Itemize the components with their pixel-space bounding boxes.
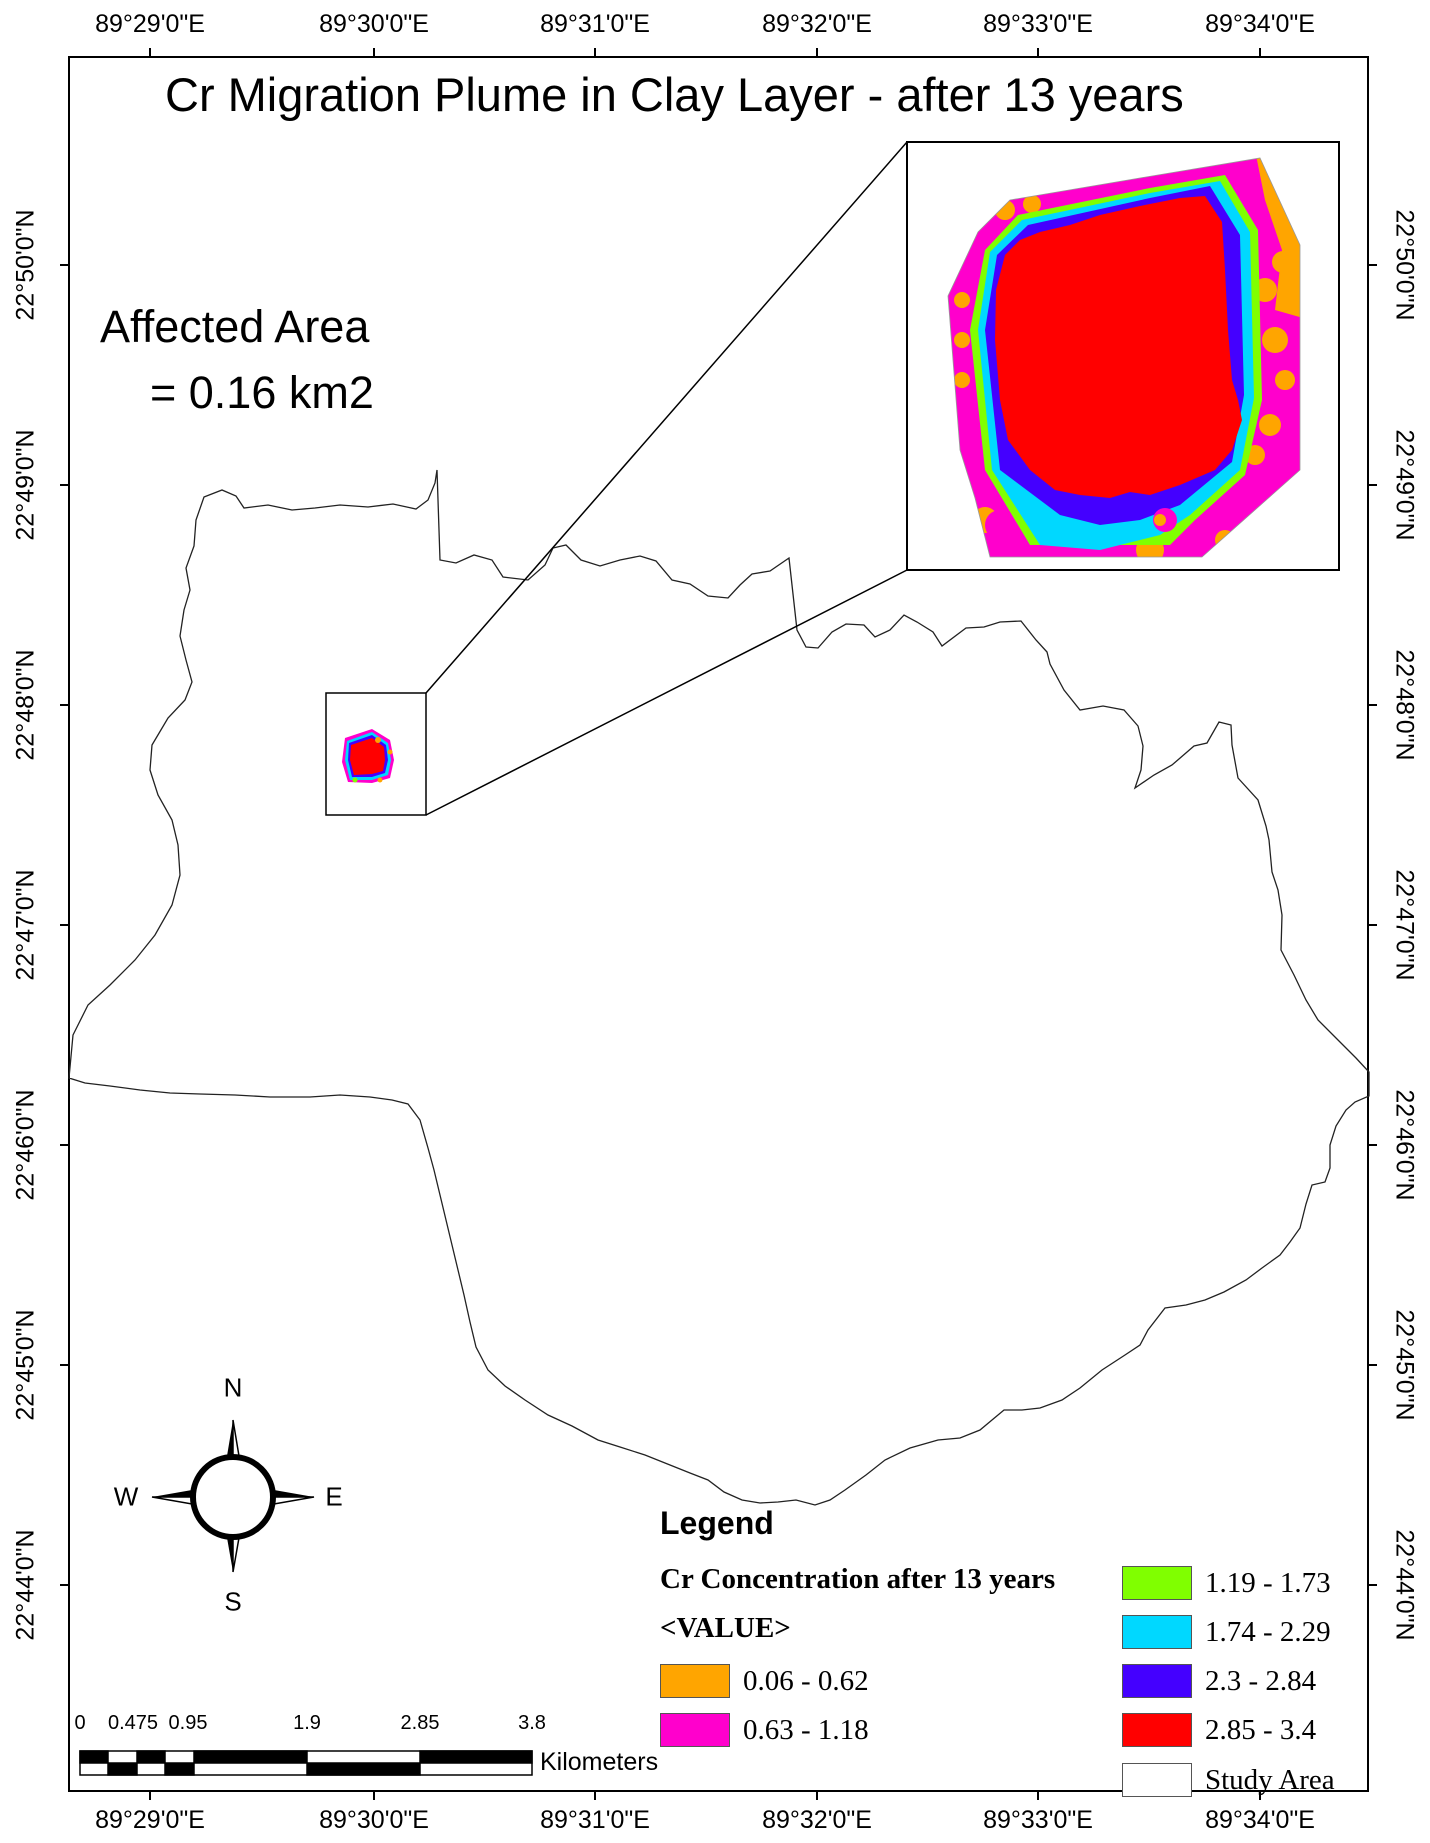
plume-inset [948, 158, 1300, 557]
lon-label-bottom: 89°32'0"E [762, 1806, 872, 1834]
compass-west-label: W [113, 1481, 139, 1512]
scale-units: Kilometers [540, 1748, 659, 1776]
compass-south-label: S [224, 1586, 242, 1617]
lon-label-top: 89°33'0"E [983, 10, 1093, 38]
compass-north-label: N [223, 1372, 243, 1403]
legend-item: 1.19 - 1.73 [1122, 1565, 1331, 1601]
legend-swatch [1122, 1615, 1192, 1649]
legend-label: 1.74 - 2.29 [1205, 1615, 1331, 1648]
plume-extent-box [325, 692, 427, 816]
legend-item: 2.85 - 3.4 [1122, 1712, 1316, 1748]
legend-label: 2.3 - 2.84 [1205, 1664, 1317, 1697]
north-arrow [151, 1419, 315, 1573]
legend-swatch [660, 1664, 730, 1698]
scale-label: 1.9 [293, 1712, 321, 1734]
lon-label-bottom: 89°34'0"E [1205, 1806, 1315, 1834]
lon-label-top: 89°29'0"E [95, 10, 205, 38]
legend-swatch [660, 1713, 730, 1747]
legend-item: 2.3 - 2.84 [1122, 1663, 1316, 1699]
legend-swatch [1122, 1664, 1192, 1698]
scale-label: 3.8 [518, 1712, 546, 1734]
affected-area-label: Affected Area [100, 301, 370, 352]
affected-area-value: = 0.16 km2 [150, 367, 374, 418]
legend-item: Study Area [1122, 1762, 1335, 1798]
scale-bar [79, 1750, 533, 1776]
lon-label-top: 89°31'0"E [540, 10, 650, 38]
lon-label-bottom: 89°33'0"E [983, 1806, 1093, 1834]
legend-swatch [1122, 1566, 1192, 1600]
legend-item: 1.74 - 2.29 [1122, 1614, 1331, 1650]
legend-swatch-study-area [1122, 1763, 1192, 1797]
lon-label-top: 89°30'0"E [319, 10, 429, 38]
legend-item: 0.06 - 0.62 [660, 1663, 869, 1699]
legend-swatch [1122, 1713, 1192, 1747]
lon-label-bottom: 89°29'0"E [95, 1806, 205, 1834]
legend-field: <VALUE> [660, 1612, 791, 1644]
legend-label: 0.63 - 1.18 [743, 1713, 869, 1746]
scale-label: 0.95 [168, 1712, 208, 1734]
map-frame [68, 56, 1369, 1792]
legend-label: Study Area [1205, 1763, 1335, 1796]
lon-label-bottom: 89°30'0"E [319, 1806, 429, 1834]
lon-label-top: 89°34'0"E [1205, 10, 1315, 38]
legend-item: 0.63 - 1.18 [660, 1712, 869, 1748]
scale-label: 0.475 [107, 1712, 159, 1734]
lon-label-bottom: 89°31'0"E [540, 1806, 650, 1834]
study-area-boundary [68, 469, 1370, 1506]
legend-heading: Cr Concentration after 13 years [660, 1563, 1056, 1595]
lon-label-top: 89°32'0"E [762, 10, 872, 38]
legend-label: 1.19 - 1.73 [1205, 1566, 1331, 1599]
leader-line [425, 569, 908, 816]
scale-label: 2.85 [400, 1712, 440, 1734]
scale-label: 0 [74, 1712, 86, 1734]
legend-title: Legend [660, 1505, 774, 1541]
legend-label: 0.06 - 0.62 [743, 1664, 869, 1697]
legend-label: 2.85 - 3.4 [1205, 1713, 1317, 1746]
compass-east-label: E [325, 1481, 343, 1512]
leader-line [425, 141, 908, 694]
plume-small [342, 729, 394, 783]
map-title: Cr Migration Plume in Clay Layer - after… [165, 68, 1184, 121]
